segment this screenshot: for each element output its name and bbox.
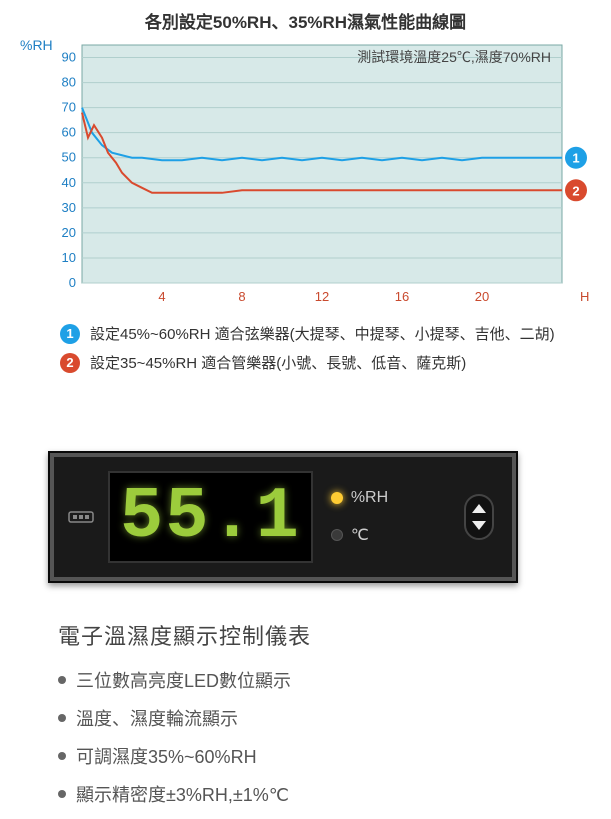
chart-legend: 1 設定45%~60%RH 適合弦樂器(大提琴、中提琴、小提琴、吉他、二胡) 2…	[60, 323, 591, 373]
svg-text:70: 70	[62, 100, 76, 115]
legend-text-2: 設定35~45%RH 適合管樂器(小號、長號、低音、薩克斯)	[90, 352, 466, 373]
spec-text: 可調濕度35%~60%RH	[76, 743, 257, 769]
svg-text:16: 16	[395, 289, 409, 304]
svg-text:2: 2	[572, 183, 579, 198]
bullet-icon	[58, 790, 66, 798]
port-icon	[68, 508, 94, 526]
spec-item: 三位數高亮度LED數位顯示	[58, 667, 611, 693]
bullet-icon	[58, 752, 66, 760]
led-rh-icon	[331, 492, 343, 504]
spec-item: 可調濕度35%~60%RH	[58, 743, 611, 769]
led-c-icon	[331, 529, 343, 541]
svg-text:90: 90	[62, 50, 76, 65]
unit-rh-row: %RH	[331, 489, 388, 507]
spec-item: 顯示精密度±3%RH,±1%℃	[58, 781, 611, 807]
spec-item: 溫度、濕度輪流顯示	[58, 705, 611, 731]
svg-text:20: 20	[475, 289, 489, 304]
svg-text:30: 30	[62, 200, 76, 215]
spec-text: 顯示精密度±3%RH,±1%℃	[76, 781, 289, 807]
svg-text:8: 8	[238, 289, 245, 304]
unit-c-label: ℃	[351, 525, 369, 545]
svg-text:H: H	[580, 289, 589, 304]
chevron-up-icon	[472, 504, 486, 513]
legend-badge-1: 1	[60, 324, 80, 344]
chevron-down-icon	[472, 521, 486, 530]
svg-text:50: 50	[62, 150, 76, 165]
spec-text: 三位數高亮度LED數位顯示	[76, 667, 291, 693]
legend-badge-2: 2	[60, 353, 80, 373]
chart-note: 測試環境溫度25℃,濕度70%RH	[357, 47, 551, 67]
unit-c-row: ℃	[331, 525, 388, 545]
legend-item-1: 1 設定45%~60%RH 適合弦樂器(大提琴、中提琴、小提琴、吉他、二胡)	[60, 323, 591, 344]
unit-rh-label: %RH	[351, 489, 388, 507]
y-axis-label: %RH	[20, 37, 53, 53]
specs-title: 電子溫濕度顯示控制儀表	[58, 619, 611, 651]
spec-text: 溫度、濕度輪流顯示	[76, 705, 238, 731]
bullet-icon	[58, 714, 66, 722]
svg-text:80: 80	[62, 75, 76, 90]
svg-text:1: 1	[572, 151, 579, 166]
svg-text:4: 4	[158, 289, 165, 304]
chart-title: 各別設定50%RH、35%RH濕氣性能曲線圖	[20, 8, 591, 33]
legend-text-1: 設定45%~60%RH 適合弦樂器(大提琴、中提琴、小提琴、吉他、二胡)	[90, 323, 555, 344]
svg-text:40: 40	[62, 175, 76, 190]
seven-segment-display: 55.1	[108, 471, 313, 563]
led-display-panel: 55.1 %RH ℃	[48, 451, 518, 583]
legend-item-2: 2 設定35~45%RH 適合管樂器(小號、長號、低音、薩克斯)	[60, 352, 591, 373]
svg-text:60: 60	[62, 125, 76, 140]
line-chart-svg: 01020304050607080901248121620H	[48, 39, 598, 309]
chart-area: %RH 測試環境溫度25℃,濕度70%RH 010203040506070809…	[48, 39, 591, 309]
svg-text:10: 10	[62, 250, 76, 265]
display-reading: 55.1	[120, 481, 301, 553]
svg-text:20: 20	[62, 225, 76, 240]
chart-container: 各別設定50%RH、35%RH濕氣性能曲線圖 %RH 測試環境溫度25℃,濕度7…	[0, 0, 611, 391]
up-down-button[interactable]	[464, 494, 494, 540]
unit-indicators: %RH ℃	[331, 489, 388, 545]
bullet-icon	[58, 676, 66, 684]
svg-text:0: 0	[69, 275, 76, 290]
specs-section: 電子溫濕度顯示控制儀表 三位數高亮度LED數位顯示 溫度、濕度輪流顯示 可調濕度…	[58, 619, 611, 807]
svg-text:12: 12	[315, 289, 329, 304]
